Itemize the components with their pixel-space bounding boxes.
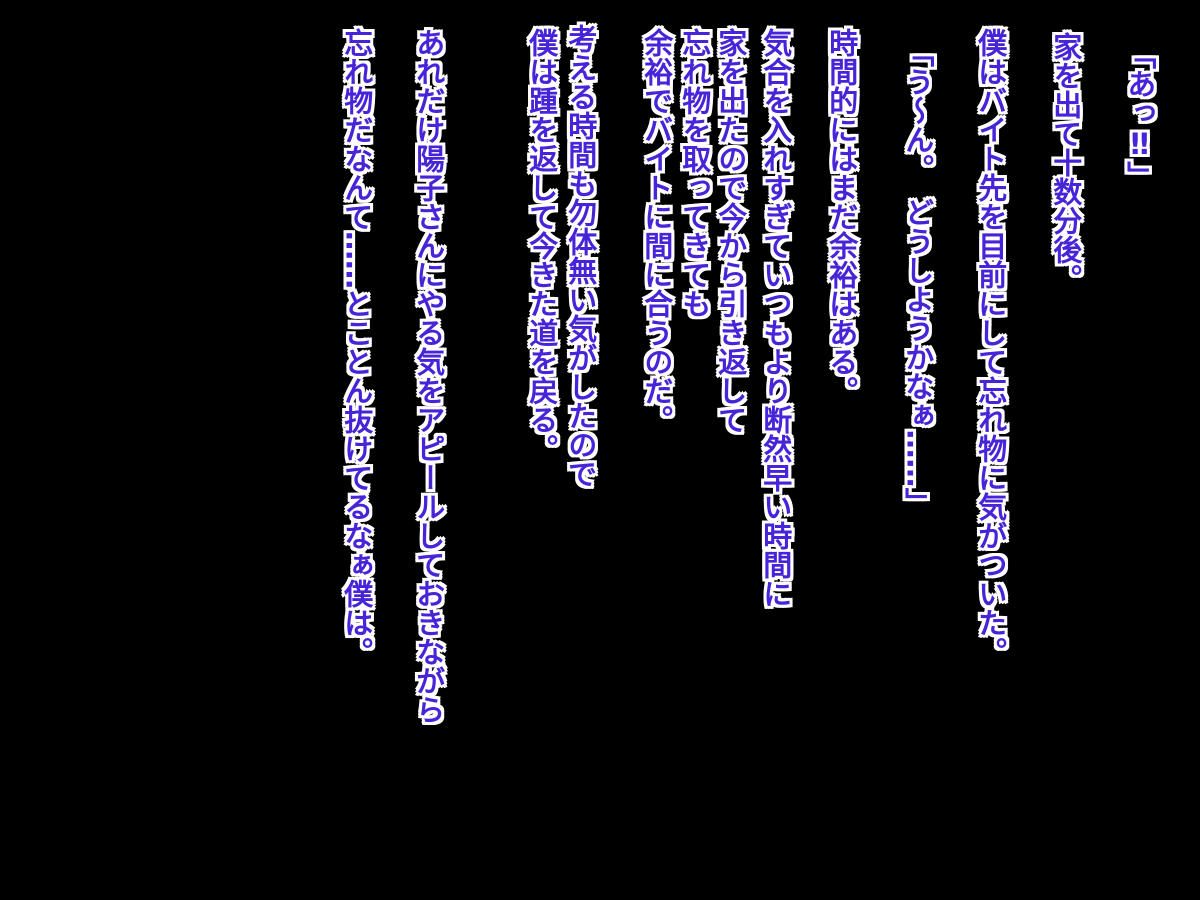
narration-column-12: あれだけ陽子さんにやる気をアピールしておきながら [411, 28, 446, 724]
narration-column-2: 家を出て十数分後。 [1048, 32, 1083, 293]
narration-column-7: 家を出たので今から引き返して [713, 28, 748, 434]
narration-column-5: 時間的にはまだ余裕はある。 [824, 28, 859, 405]
narration-column-9: 余裕でバイトに間に合うのだ。 [639, 28, 674, 434]
narration-column-11: 僕は踵を返して今きた道を戻る。 [524, 28, 559, 463]
narration-column-6: 気合を入れすぎていつもより断然早い時間に [758, 28, 793, 608]
dialogue-column-4: 「う〜ん。 どうしようかなぁ……」 [900, 38, 935, 517]
dialogue-column-1: 「あっ‼」 [1122, 40, 1157, 190]
narration-column-10: 考える時間も勿体無い気がしたので [563, 24, 598, 488]
narration-column-13: 忘れ物だなんて……とことん抜けてるなぁ僕は。 [339, 28, 374, 666]
narration-column-3: 僕はバイト先を目前にして忘れ物に気がついた。 [973, 28, 1008, 666]
narration-column-8: 忘れ物を取ってきても [677, 28, 712, 318]
